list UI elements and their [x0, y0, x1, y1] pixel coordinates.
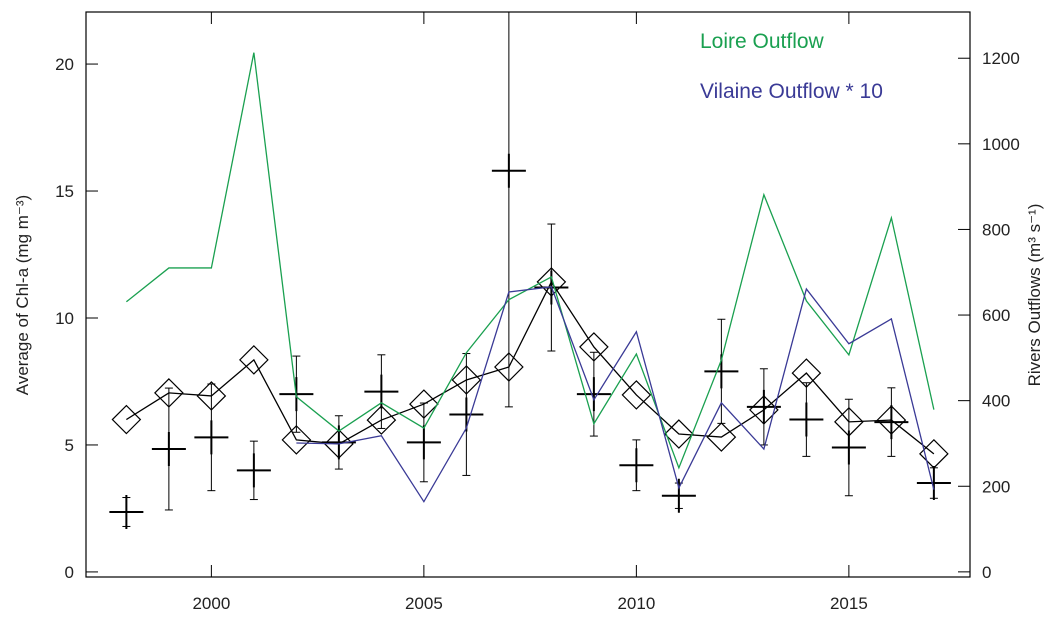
diamond-marker: [919, 438, 949, 469]
y-tick-label: 15: [55, 182, 74, 201]
y2-tick-label: 0: [982, 563, 991, 582]
y-tick-label: 20: [55, 55, 74, 74]
x-tick-label: 2005: [405, 594, 443, 613]
diamond-marker: [834, 406, 864, 437]
cross-marker: [194, 420, 229, 455]
diamond-marker: [366, 405, 397, 435]
diamond-marker: [239, 345, 269, 375]
cross-marker: [491, 153, 526, 188]
cross-marker: [449, 397, 484, 432]
plot-frame: [85, 11, 971, 578]
cross-marker: [406, 425, 441, 460]
diamond-marker: [791, 358, 822, 388]
legend-entry: Vilaine Outflow * 10: [700, 80, 883, 103]
cross-marker: [916, 466, 951, 501]
y2-tick-label: 1200: [982, 49, 1020, 68]
diamond-marker: [876, 405, 907, 435]
diamond-marker: [579, 332, 609, 362]
outflow-line: [296, 286, 935, 503]
cross-marker: [619, 448, 654, 483]
cross-marker: [576, 377, 611, 412]
y2-tick-label: 1000: [982, 135, 1020, 154]
diamond-marker: [494, 352, 524, 382]
diamond-marker: [664, 419, 694, 449]
diamond-marker: [409, 389, 439, 419]
plot-area: [109, 12, 951, 529]
y2-tick-label: 200: [982, 477, 1010, 496]
y2-axis-label: Rivers Outflows (m³ s⁻¹): [1025, 204, 1044, 387]
y2-tick-label: 600: [982, 306, 1010, 325]
x-tick-label: 2010: [617, 594, 655, 613]
diamond-marker: [749, 395, 779, 425]
y-tick-label: 5: [65, 436, 74, 455]
cross-marker: [236, 453, 271, 488]
diamond-marker: [154, 378, 184, 408]
legend-entry: Loire Outflow: [700, 30, 825, 53]
diamond-marker: [536, 267, 567, 297]
cross-marker: [151, 432, 186, 467]
diamond-marker: [451, 365, 482, 395]
y-tick-label: 10: [55, 309, 74, 328]
cross-marker: [746, 389, 781, 424]
y-tick-label: 0: [65, 563, 74, 582]
diamond-marker: [196, 381, 227, 411]
diamond-marker: [281, 425, 312, 455]
y2-tick-label: 800: [982, 220, 1010, 239]
diamond-marker: [621, 380, 652, 410]
diamond-marker: [324, 429, 354, 459]
y-axis-label: Average of Chl-a (mg m⁻³): [13, 195, 32, 395]
outflow-line: [125, 52, 935, 470]
diamond-marker: [111, 404, 142, 435]
cross-marker: [109, 494, 144, 529]
cross-marker: [661, 478, 696, 513]
x-tick-label: 2015: [830, 594, 868, 613]
x-tick-label: 2000: [192, 594, 230, 613]
cross-marker: [789, 402, 824, 437]
diamond-marker: [706, 422, 737, 452]
y2-tick-label: 400: [982, 392, 1010, 411]
